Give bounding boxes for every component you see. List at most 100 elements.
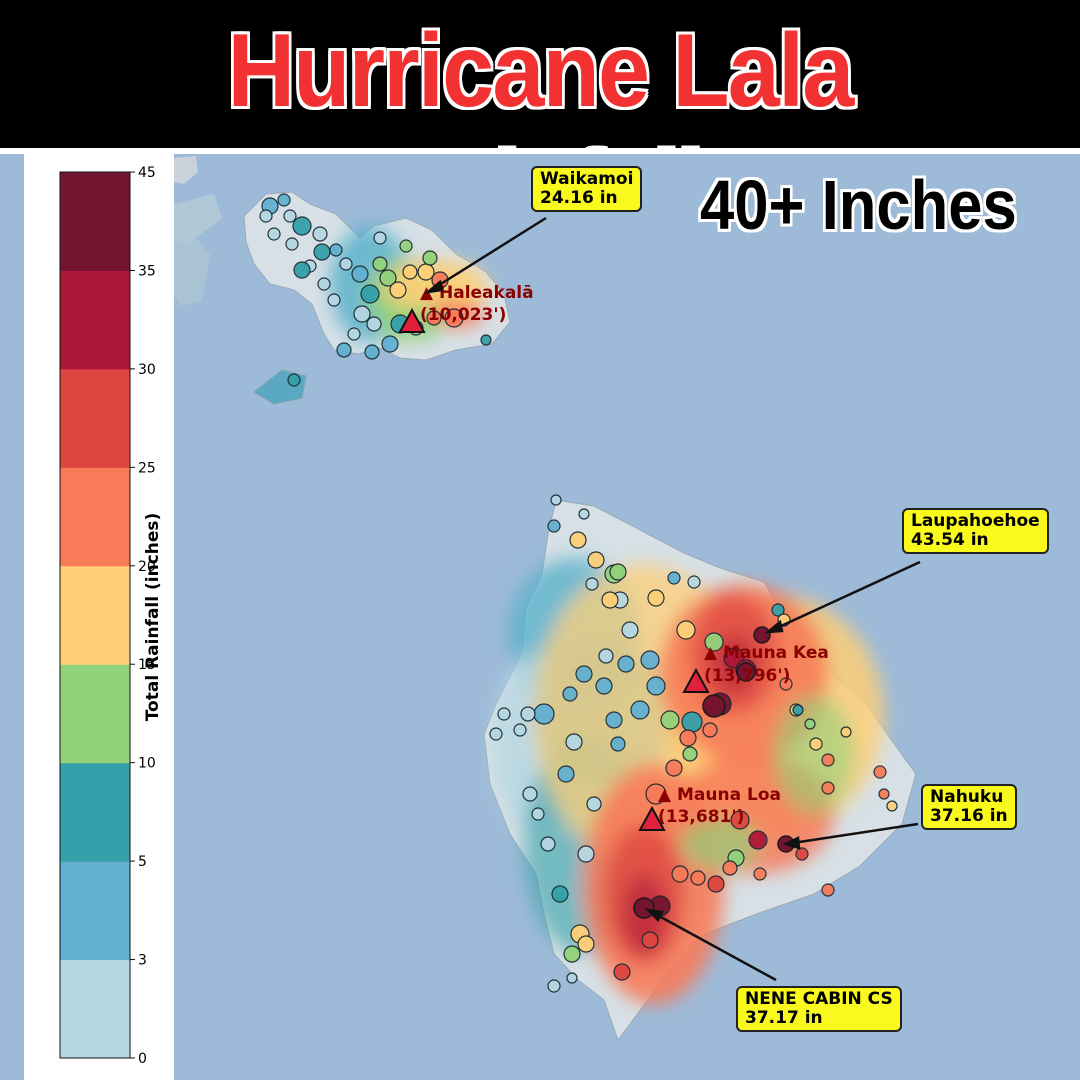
station-marker: [292, 216, 312, 236]
station-marker: [347, 327, 361, 341]
station-marker: [550, 494, 562, 506]
colorbar-tick-label: 45: [138, 165, 156, 181]
station-marker: [313, 243, 331, 261]
station-marker: [531, 807, 545, 821]
callout-station: Laupahoehoe: [911, 511, 1040, 531]
callout-total: 37.17 in: [745, 1008, 823, 1028]
colorbar-tick-label: 20: [138, 559, 156, 575]
station-marker: [595, 677, 613, 695]
station-marker: [641, 931, 659, 949]
station-marker: [821, 753, 835, 767]
station-marker: [569, 531, 587, 549]
station-marker: [353, 305, 371, 323]
station-marker: [480, 334, 492, 346]
molokai-fragment: [174, 236, 210, 306]
station-marker: [565, 733, 583, 751]
callout-nene-cabin: NENE CABIN CS 37.17 in: [736, 986, 902, 1032]
station-marker: [722, 860, 738, 876]
station-marker: [551, 885, 569, 903]
callout-total: 43.54 in: [911, 530, 989, 550]
station-marker: [379, 269, 397, 287]
callout-laupahoehoe: Laupahoehoe 43.54 in: [902, 508, 1049, 554]
colorbar-band: [60, 270, 130, 370]
station-marker-max: [702, 694, 726, 718]
station-marker: [422, 250, 438, 266]
station-marker: [566, 972, 578, 984]
peak-name: Haleakalā: [439, 283, 534, 303]
station-marker: [609, 563, 627, 581]
svg-text:▲ Mauna Kea: ▲ Mauna Kea: [704, 643, 829, 663]
station-marker: [329, 243, 343, 257]
station-marker: [372, 256, 388, 272]
station-marker: [497, 707, 511, 721]
station-marker: [601, 591, 619, 609]
station-marker: [366, 316, 382, 332]
station-marker: [613, 963, 631, 981]
station-marker: [748, 830, 768, 850]
station-marker: [681, 711, 703, 733]
peak-elevation: (13,681'): [658, 807, 744, 827]
station-marker: [399, 239, 413, 253]
station-marker: [522, 786, 538, 802]
oahu-fragment: [174, 156, 198, 184]
station-marker: [730, 810, 750, 830]
peak-name: Mauna Loa: [677, 785, 781, 805]
colorbar-band: [60, 762, 130, 862]
station-marker: [617, 655, 635, 673]
station-marker: [702, 722, 718, 738]
colorbar-tick-label: 5: [138, 854, 147, 870]
station-marker: [671, 865, 689, 883]
station-marker: [389, 281, 407, 299]
rain-gauge-stations: [259, 193, 898, 993]
station-marker: [676, 620, 696, 640]
station-marker: [630, 700, 650, 720]
arrowhead: [644, 908, 664, 923]
station-marker: [351, 265, 369, 283]
station-marker: [679, 729, 697, 747]
banner-divider: [0, 148, 1080, 154]
colorbar-band: [60, 467, 130, 567]
station-marker: [886, 800, 898, 812]
rainfall-map: ▲ Haleakalā (10,023') ▲ Mauna Kea (13,79…: [174, 154, 1080, 1080]
station-marker: [489, 727, 503, 741]
peak-mauna-loa: ▲ Mauna Loa (13,681'): [638, 785, 781, 831]
callout-station: Waikamoi: [540, 169, 634, 189]
colorbar-band: [60, 959, 130, 1059]
station-marker: [287, 373, 301, 387]
station-marker: [259, 209, 273, 223]
station-marker: [646, 676, 666, 696]
arrow-nene-cabin: [647, 908, 777, 982]
station-marker: [277, 193, 291, 207]
colorbar-tick-label: 0: [138, 1051, 147, 1067]
station-marker: [540, 836, 556, 852]
station-marker: [373, 231, 387, 245]
station-marker: [645, 783, 667, 805]
station-marker: [364, 344, 380, 360]
colorbar-label: Total Rainfall (inches): [143, 513, 163, 722]
station-marker: [575, 665, 593, 683]
station-marker: [690, 870, 706, 886]
station-marker: [821, 781, 835, 795]
station-marker: [547, 519, 561, 533]
colorbar-band: [60, 664, 130, 764]
station-marker: [336, 342, 352, 358]
station-marker: [840, 726, 852, 738]
station-marker: [327, 293, 341, 307]
arrowhead: [782, 836, 801, 850]
svg-text:▲ Mauna Loa: ▲ Mauna Loa: [658, 785, 781, 805]
left-margin-strip: [0, 154, 24, 1080]
station-marker: [557, 765, 575, 783]
station-marker-max: [736, 662, 756, 682]
station-marker: [587, 551, 605, 569]
headline-40-inches: 40+ Inches: [700, 166, 1017, 244]
station-marker: [317, 277, 331, 291]
station-marker: [360, 284, 380, 304]
station-marker: [660, 710, 680, 730]
peak-mauna-kea: ▲ Mauna Kea (13,796'): [682, 643, 829, 693]
station-marker: [753, 867, 767, 881]
arrowhead: [423, 279, 444, 294]
station-marker: [563, 945, 581, 963]
callout-total: 37.16 in: [930, 806, 1008, 826]
station-marker: [577, 935, 595, 953]
